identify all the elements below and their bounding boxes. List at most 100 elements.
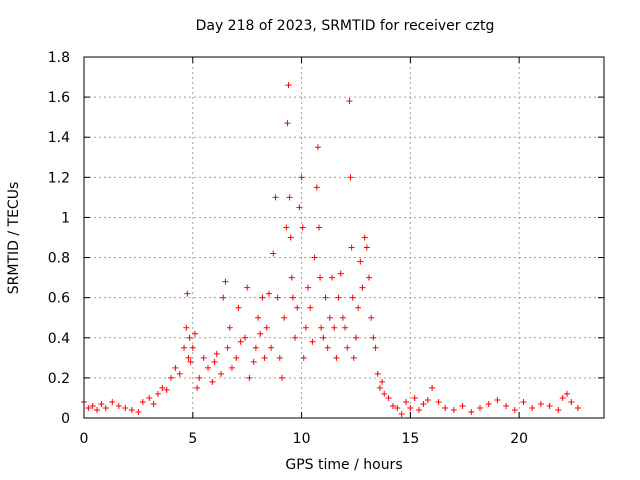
plot-frame xyxy=(83,56,605,419)
data-point xyxy=(450,406,457,413)
data-point xyxy=(94,406,101,413)
data-point xyxy=(185,354,192,361)
x-tick-label: 0 xyxy=(80,431,89,447)
data-point xyxy=(344,344,351,351)
data-point xyxy=(209,378,216,385)
x-tick-label: 10 xyxy=(293,431,311,447)
data-point xyxy=(139,398,146,405)
data-point xyxy=(274,294,281,301)
data-point xyxy=(286,194,293,201)
data-point xyxy=(168,374,175,381)
data-point xyxy=(494,396,501,403)
data-point xyxy=(366,274,373,281)
y-tick-label: 0.6 xyxy=(48,291,70,307)
data-point xyxy=(235,304,242,311)
y-tick-label: 1.6 xyxy=(48,90,70,106)
data-point xyxy=(252,344,259,351)
data-point xyxy=(394,404,401,411)
chart-title: Day 218 of 2023, SRMTID for receiver czt… xyxy=(195,18,495,34)
data-point xyxy=(226,324,233,331)
data-point xyxy=(181,344,188,351)
data-point xyxy=(128,406,135,413)
data-point xyxy=(289,294,296,301)
data-point xyxy=(172,364,179,371)
data-point xyxy=(537,400,544,407)
axis-ticks: 0 0.2 0.4 0.6 0.8 1 1.2 1.4 1.6 1.8 0 5 10 15 20 xyxy=(48,50,604,447)
data-point xyxy=(259,294,266,301)
data-point xyxy=(331,324,338,331)
x-tick-label: 20 xyxy=(510,431,528,447)
data-point xyxy=(270,250,277,257)
y-tick-label: 1.2 xyxy=(48,170,70,186)
data-point xyxy=(255,314,262,321)
data-point xyxy=(298,174,305,181)
data-point xyxy=(574,404,581,411)
data-point xyxy=(333,354,340,361)
data-point xyxy=(350,354,357,361)
data-point xyxy=(265,290,272,297)
data-point xyxy=(559,394,566,401)
data-point xyxy=(213,350,220,357)
data-point xyxy=(242,334,249,341)
data-point xyxy=(276,354,283,361)
data-point xyxy=(200,354,207,361)
data-point xyxy=(379,378,386,385)
data-point xyxy=(322,294,329,301)
data-point xyxy=(135,408,142,415)
data-points xyxy=(81,82,581,417)
data-point xyxy=(220,294,227,301)
data-point xyxy=(342,324,349,331)
data-point xyxy=(281,314,288,321)
data-point xyxy=(389,402,396,409)
data-point xyxy=(205,364,212,371)
data-point xyxy=(398,410,405,417)
y-tick-label: 1 xyxy=(61,210,70,226)
data-point xyxy=(485,400,492,407)
data-point xyxy=(564,390,571,397)
data-point xyxy=(268,344,275,351)
data-point xyxy=(109,398,116,405)
data-point xyxy=(317,274,324,281)
data-point xyxy=(154,390,161,397)
data-point xyxy=(98,400,105,407)
data-point xyxy=(228,364,235,371)
x-tick-label: 5 xyxy=(188,431,197,447)
data-point xyxy=(218,370,225,377)
data-point xyxy=(263,324,270,331)
data-point xyxy=(257,330,264,337)
data-point xyxy=(416,406,423,413)
data-point xyxy=(244,284,251,291)
data-point xyxy=(403,398,410,405)
data-point xyxy=(313,184,320,191)
data-point xyxy=(294,304,301,311)
data-point xyxy=(459,402,466,409)
data-point xyxy=(429,384,436,391)
data-point xyxy=(372,344,379,351)
y-tick-label: 1.8 xyxy=(48,50,70,66)
data-point xyxy=(299,224,306,231)
data-point xyxy=(302,324,309,331)
data-point xyxy=(349,294,356,301)
data-point xyxy=(292,334,299,341)
data-point xyxy=(85,404,92,411)
data-point xyxy=(146,394,153,401)
data-point xyxy=(250,358,257,365)
data-point xyxy=(381,390,388,397)
data-point xyxy=(435,398,442,405)
data-point xyxy=(287,234,294,241)
data-point xyxy=(314,144,321,151)
data-point xyxy=(159,384,166,391)
data-point xyxy=(520,398,527,405)
data-point xyxy=(326,314,333,321)
data-point xyxy=(309,338,316,345)
data-point xyxy=(222,278,229,285)
data-point xyxy=(194,384,201,391)
grid-lines xyxy=(84,57,604,418)
x-axis-label: GPS time / hours xyxy=(285,457,403,473)
data-point xyxy=(191,330,198,337)
data-point xyxy=(184,290,191,297)
data-point xyxy=(555,406,562,413)
data-point xyxy=(420,400,427,407)
data-point xyxy=(363,244,370,251)
